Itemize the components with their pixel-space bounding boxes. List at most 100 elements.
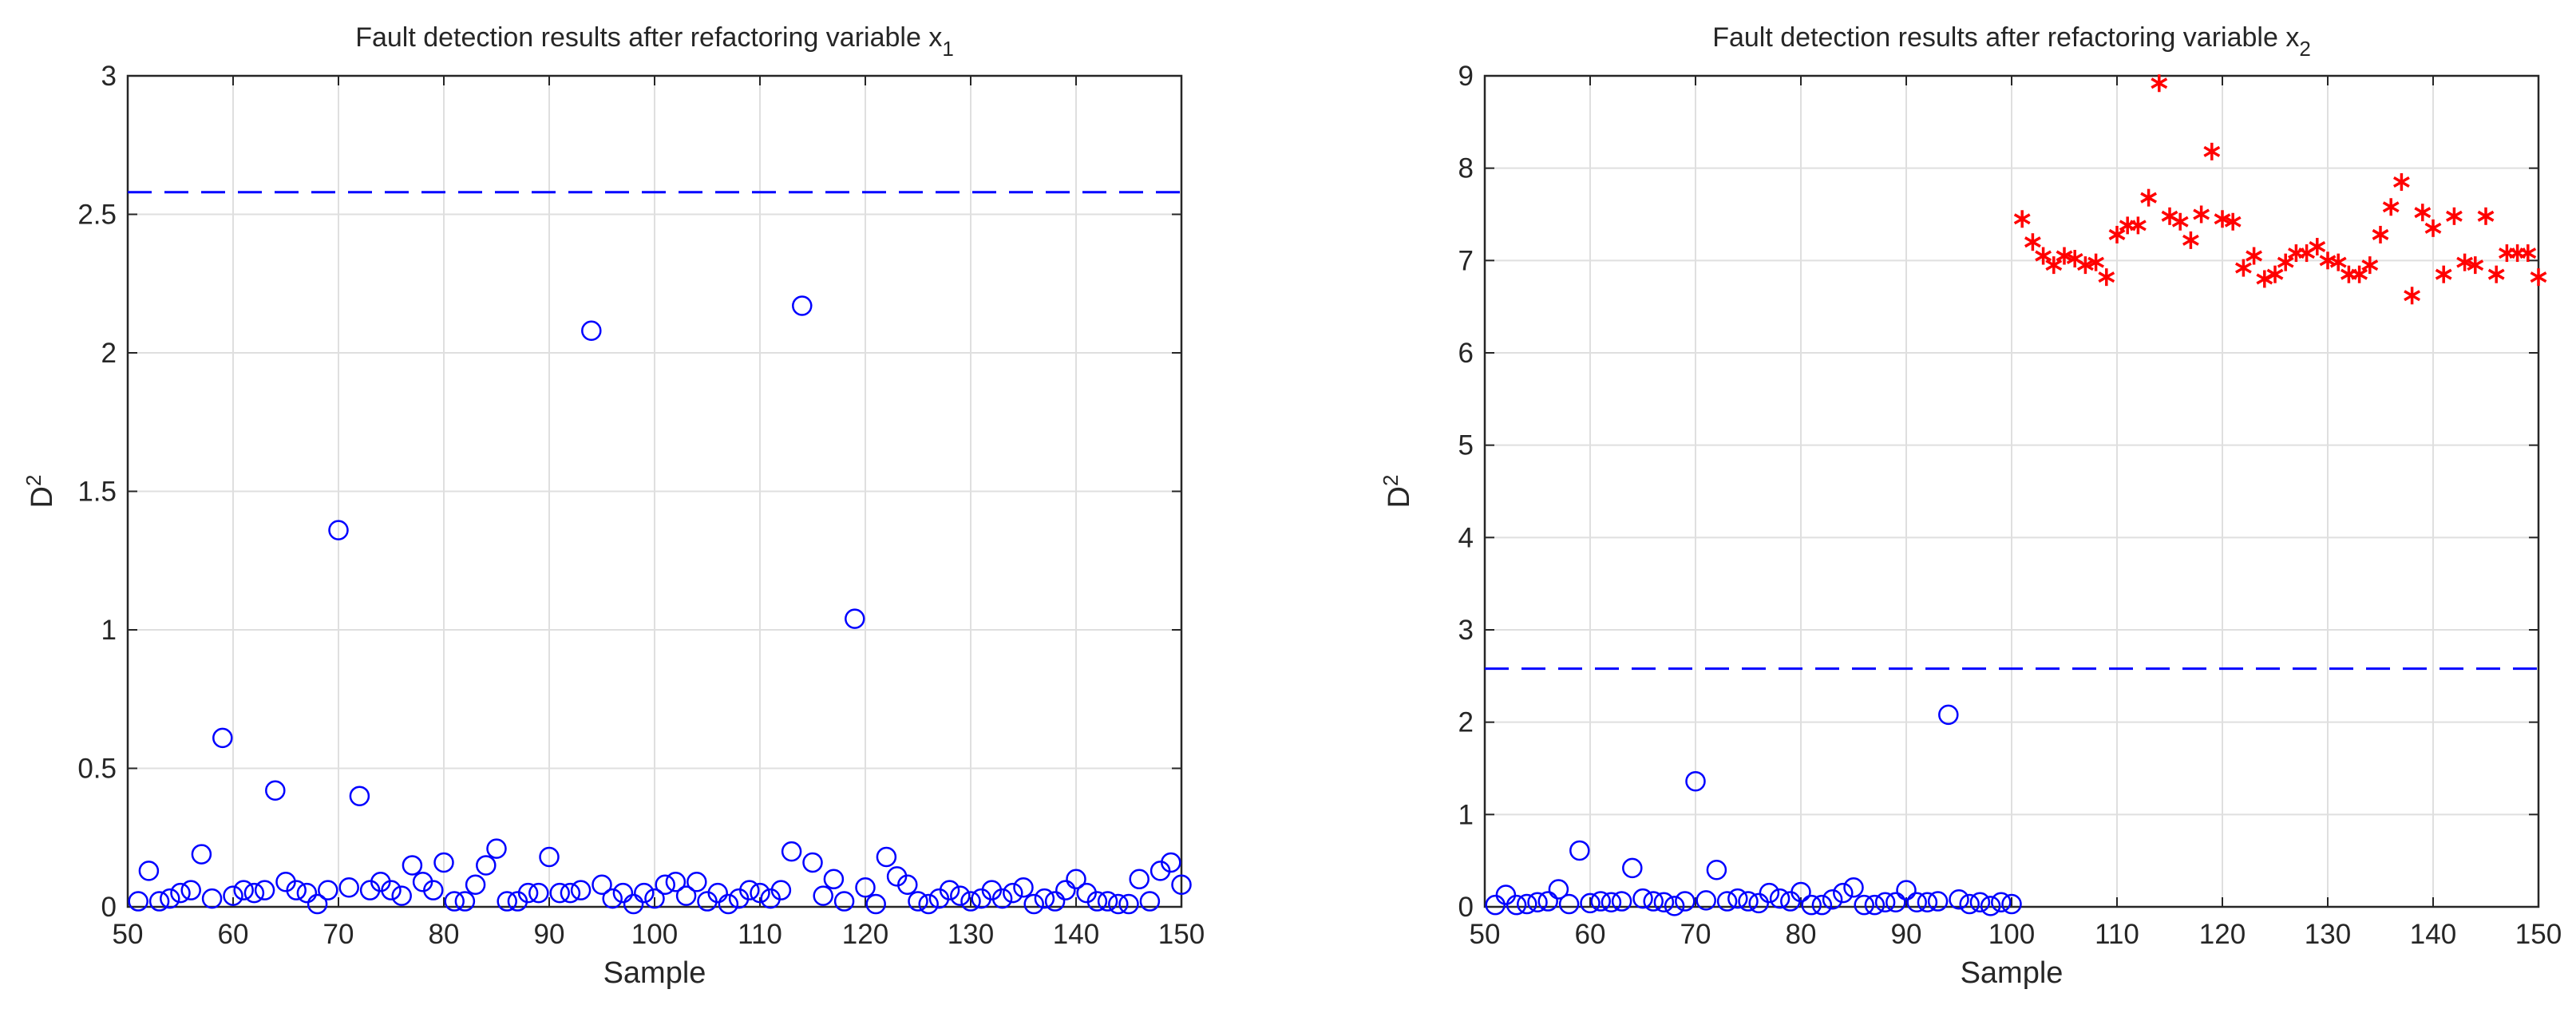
data-point-circle <box>960 891 981 912</box>
data-point-circle <box>1643 891 1664 912</box>
data-point-circle <box>770 880 792 900</box>
asterisk-stroke <box>2182 234 2199 246</box>
y-tick-label: 2 <box>101 338 117 369</box>
data-point-circle <box>1949 888 1969 910</box>
y-tick-label: 1 <box>101 615 117 646</box>
data-point-circle <box>243 882 265 904</box>
data-point-circle <box>675 885 697 906</box>
data-point-asterisk <box>2151 74 2168 93</box>
data-point-circle <box>170 882 191 904</box>
data-point-asterisk <box>2224 212 2242 231</box>
data-point-circle <box>750 882 770 904</box>
data-point-asterisk <box>2351 265 2368 283</box>
asterisk-stroke <box>2013 213 2031 225</box>
data-point-circle <box>1003 882 1023 904</box>
data-point-circle <box>781 841 802 862</box>
data-point-asterisk <box>2076 256 2094 275</box>
data-point-circle <box>1044 891 1066 912</box>
data-point-circle <box>1759 882 1780 904</box>
asterisk-stroke <box>2351 268 2368 280</box>
data-point-circle <box>307 893 328 915</box>
data-point-asterisk <box>2140 188 2158 207</box>
data-point-circle <box>1791 881 1811 903</box>
asterisk-stroke <box>2214 213 2231 225</box>
data-point-circle <box>1748 892 1769 914</box>
asterisk-stroke <box>2246 250 2263 262</box>
data-point-asterisk <box>2182 231 2199 249</box>
data-point-circle <box>1738 891 1759 912</box>
data-point-asterisk <box>2382 198 2400 216</box>
data-point-circle <box>1517 893 1537 915</box>
data-point-asterisk <box>2329 253 2347 271</box>
data-point-circle <box>570 880 592 900</box>
data-point-circle <box>486 838 507 859</box>
chart-2: 50 60 70 80 90 100 110 120 130 140 150 0 1 2 3 4 5 6 7 8 9 Sa… <box>1379 22 2562 990</box>
data-point-circle <box>1769 888 1791 909</box>
asterisk-stroke <box>2076 259 2094 271</box>
y-tick-label: 7 <box>1458 245 1474 276</box>
asterisk-stroke <box>2224 216 2242 228</box>
data-point-asterisk <box>2519 244 2537 263</box>
y-tick-label: 8 <box>1458 153 1474 184</box>
data-point-circle <box>1611 891 1632 912</box>
data-point-circle <box>1843 877 1864 898</box>
data-point-asterisk <box>2487 265 2505 283</box>
data-point-circle <box>823 869 845 890</box>
data-point-circle <box>349 786 370 806</box>
data-point-circle <box>1980 896 2001 916</box>
data-point-circle <box>1055 880 1076 900</box>
data-point-asterisk <box>2530 268 2547 287</box>
data-point-asterisk <box>2361 256 2379 275</box>
data-point-circle <box>1927 891 1949 912</box>
data-point-circle <box>201 888 223 909</box>
data-point-circle <box>897 874 918 895</box>
data-point-asterisk <box>2445 207 2463 225</box>
asterisk-stroke <box>2024 236 2041 248</box>
data-point-circle <box>718 893 739 915</box>
data-point-circle <box>1896 880 1917 900</box>
data-point-circle <box>465 874 486 895</box>
data-point-asterisk <box>2045 256 2063 275</box>
data-point-circle <box>454 891 476 912</box>
data-point-circle <box>1108 893 1129 915</box>
data-point-asterisk <box>2035 247 2052 265</box>
asterisk-stroke <box>2404 290 2421 302</box>
data-point-circle <box>433 852 454 873</box>
data-point-asterisk <box>2214 210 2231 228</box>
asterisk-stroke <box>2361 259 2379 271</box>
y-tick-label: 0 <box>1458 892 1474 923</box>
data-point-circle <box>581 320 602 341</box>
asterisk-stroke <box>2171 216 2189 228</box>
data-point-circle <box>1097 891 1118 912</box>
data-point-circle <box>1632 888 1653 909</box>
y-tick-label: 6 <box>1458 338 1474 369</box>
data-point-circle <box>1622 857 1643 879</box>
data-point-circle <box>1886 892 1906 912</box>
data-point-asterisk <box>2477 207 2495 225</box>
chart-1: 50 60 70 80 90 100 110 120 130 140 150 0 0.5 1 1.5 2 2.5… <box>22 22 1205 990</box>
data-point-circle <box>338 877 359 898</box>
data-point-circle <box>1118 893 1139 915</box>
asterisk-stroke <box>2140 192 2158 204</box>
data-point-circle <box>1086 891 1108 912</box>
asterisk-stroke <box>2372 228 2389 240</box>
chart-title-subscript: 2 <box>2299 37 2310 61</box>
data-point-circle <box>1706 859 1727 881</box>
asterisk-stroke <box>2382 201 2400 213</box>
x-tick-label: 60 <box>1575 919 1606 950</box>
asterisk-stroke <box>2435 268 2452 280</box>
asterisk-stroke <box>2098 271 2115 283</box>
data-point-circle <box>1716 891 1738 912</box>
data-point-circle <box>1959 893 1980 915</box>
y-axis-label-superscript: 2 <box>1379 475 1403 486</box>
data-point-circle <box>908 891 928 912</box>
data-point-circle <box>592 874 612 895</box>
asterisk-stroke <box>2309 240 2326 252</box>
data-point-circle <box>1685 770 1706 792</box>
data-point-asterisk <box>2246 247 2263 265</box>
data-point-circle <box>223 885 243 906</box>
asterisk-stroke <box>2424 222 2442 234</box>
asterisk-stroke <box>2519 247 2537 259</box>
data-point-circle <box>665 872 687 892</box>
